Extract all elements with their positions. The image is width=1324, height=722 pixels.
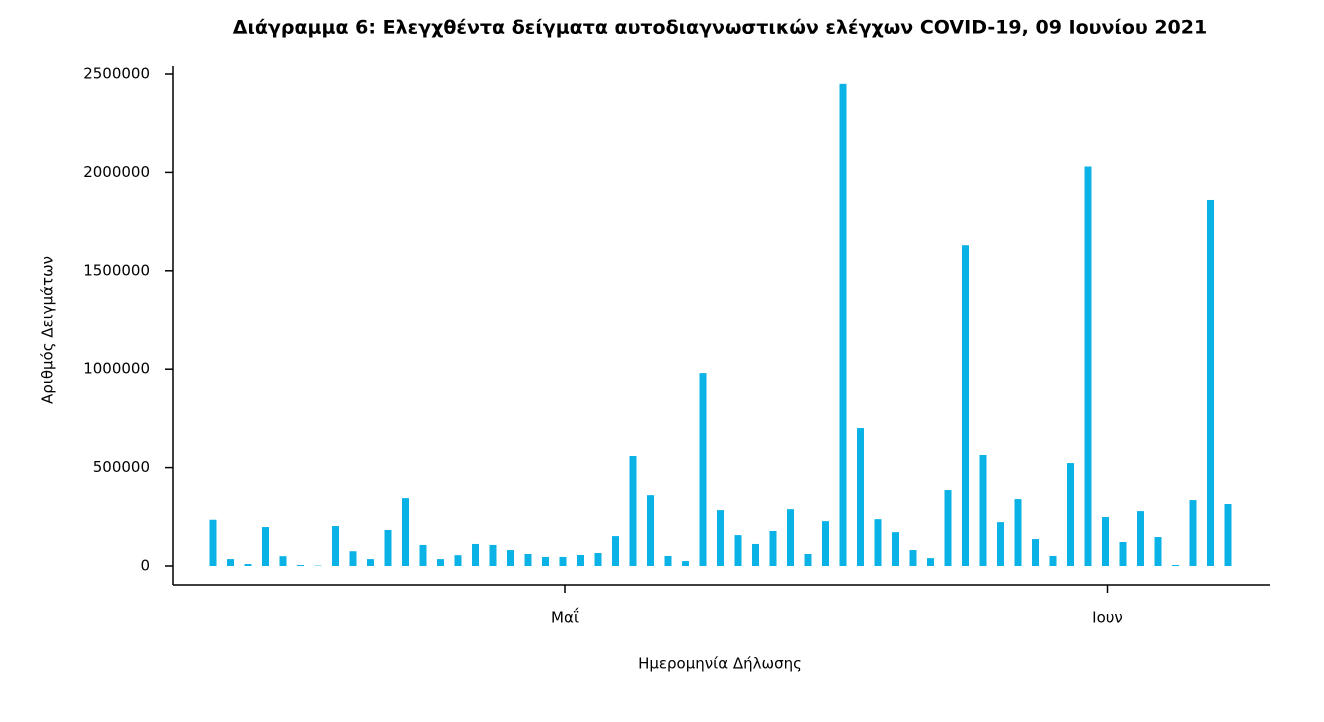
bar	[559, 556, 567, 566]
y-axis-label: Αριθμός Δειγμάτων	[39, 256, 57, 404]
bar	[507, 550, 514, 566]
x-tick-label: Μαΐ	[551, 607, 579, 627]
bar	[227, 559, 234, 566]
bar	[1084, 166, 1092, 566]
bar	[979, 455, 987, 566]
bar	[437, 559, 444, 566]
bar	[262, 527, 269, 566]
chart-title: Διάγραμμα 6: Ελεγχθέντα δείγματα αυτοδια…	[233, 17, 1207, 39]
bar	[647, 495, 654, 566]
bar	[1067, 463, 1074, 566]
bar	[734, 535, 742, 566]
bar	[542, 556, 549, 566]
bar	[472, 543, 479, 566]
y-tick-label: 2500000	[83, 65, 150, 83]
bar	[1102, 516, 1109, 566]
bar	[384, 529, 392, 566]
bar	[349, 551, 357, 566]
bar	[1032, 539, 1039, 566]
bar	[1049, 555, 1057, 566]
bar	[962, 245, 969, 566]
bar	[787, 509, 794, 566]
bar	[577, 554, 584, 566]
y-tick-label: 1500000	[83, 261, 150, 279]
x-tick-label: Ιουν	[1092, 609, 1123, 627]
bar	[367, 559, 374, 566]
y-tick-label: 1000000	[83, 360, 150, 378]
bar	[419, 544, 427, 566]
bar	[682, 561, 689, 566]
y-tick-label: 500000	[93, 458, 150, 476]
bar	[244, 564, 252, 566]
bar	[454, 555, 462, 566]
bar	[1014, 499, 1022, 566]
bar	[594, 553, 602, 566]
bar	[1207, 199, 1214, 566]
bar	[892, 532, 899, 566]
bar	[822, 521, 829, 566]
bar	[297, 565, 304, 566]
bar	[1119, 541, 1127, 566]
bar	[1224, 504, 1232, 566]
bar	[752, 543, 759, 566]
bar	[1189, 500, 1197, 566]
bar	[874, 519, 882, 566]
bar	[489, 544, 497, 566]
bar	[839, 83, 847, 566]
bar	[1172, 565, 1179, 566]
y-tick-label: 2000000	[83, 163, 150, 181]
bar	[927, 558, 934, 566]
bar	[524, 553, 532, 566]
bar	[769, 530, 777, 566]
y-tick-label: 0	[140, 557, 150, 575]
bar	[402, 498, 409, 566]
x-axis-label: Ημερομηνία Δήλωσης	[638, 655, 802, 673]
bar	[909, 550, 917, 566]
bar	[944, 490, 952, 566]
bar	[279, 556, 287, 566]
bar	[997, 522, 1004, 566]
bar	[629, 455, 637, 566]
bar	[664, 555, 672, 566]
bar	[1137, 511, 1144, 566]
bar	[717, 510, 724, 566]
bar	[804, 553, 812, 566]
bar	[209, 519, 217, 566]
bar	[332, 526, 339, 566]
bar	[699, 373, 707, 566]
bar	[612, 536, 619, 566]
bar	[1154, 537, 1162, 566]
bar	[857, 428, 864, 566]
